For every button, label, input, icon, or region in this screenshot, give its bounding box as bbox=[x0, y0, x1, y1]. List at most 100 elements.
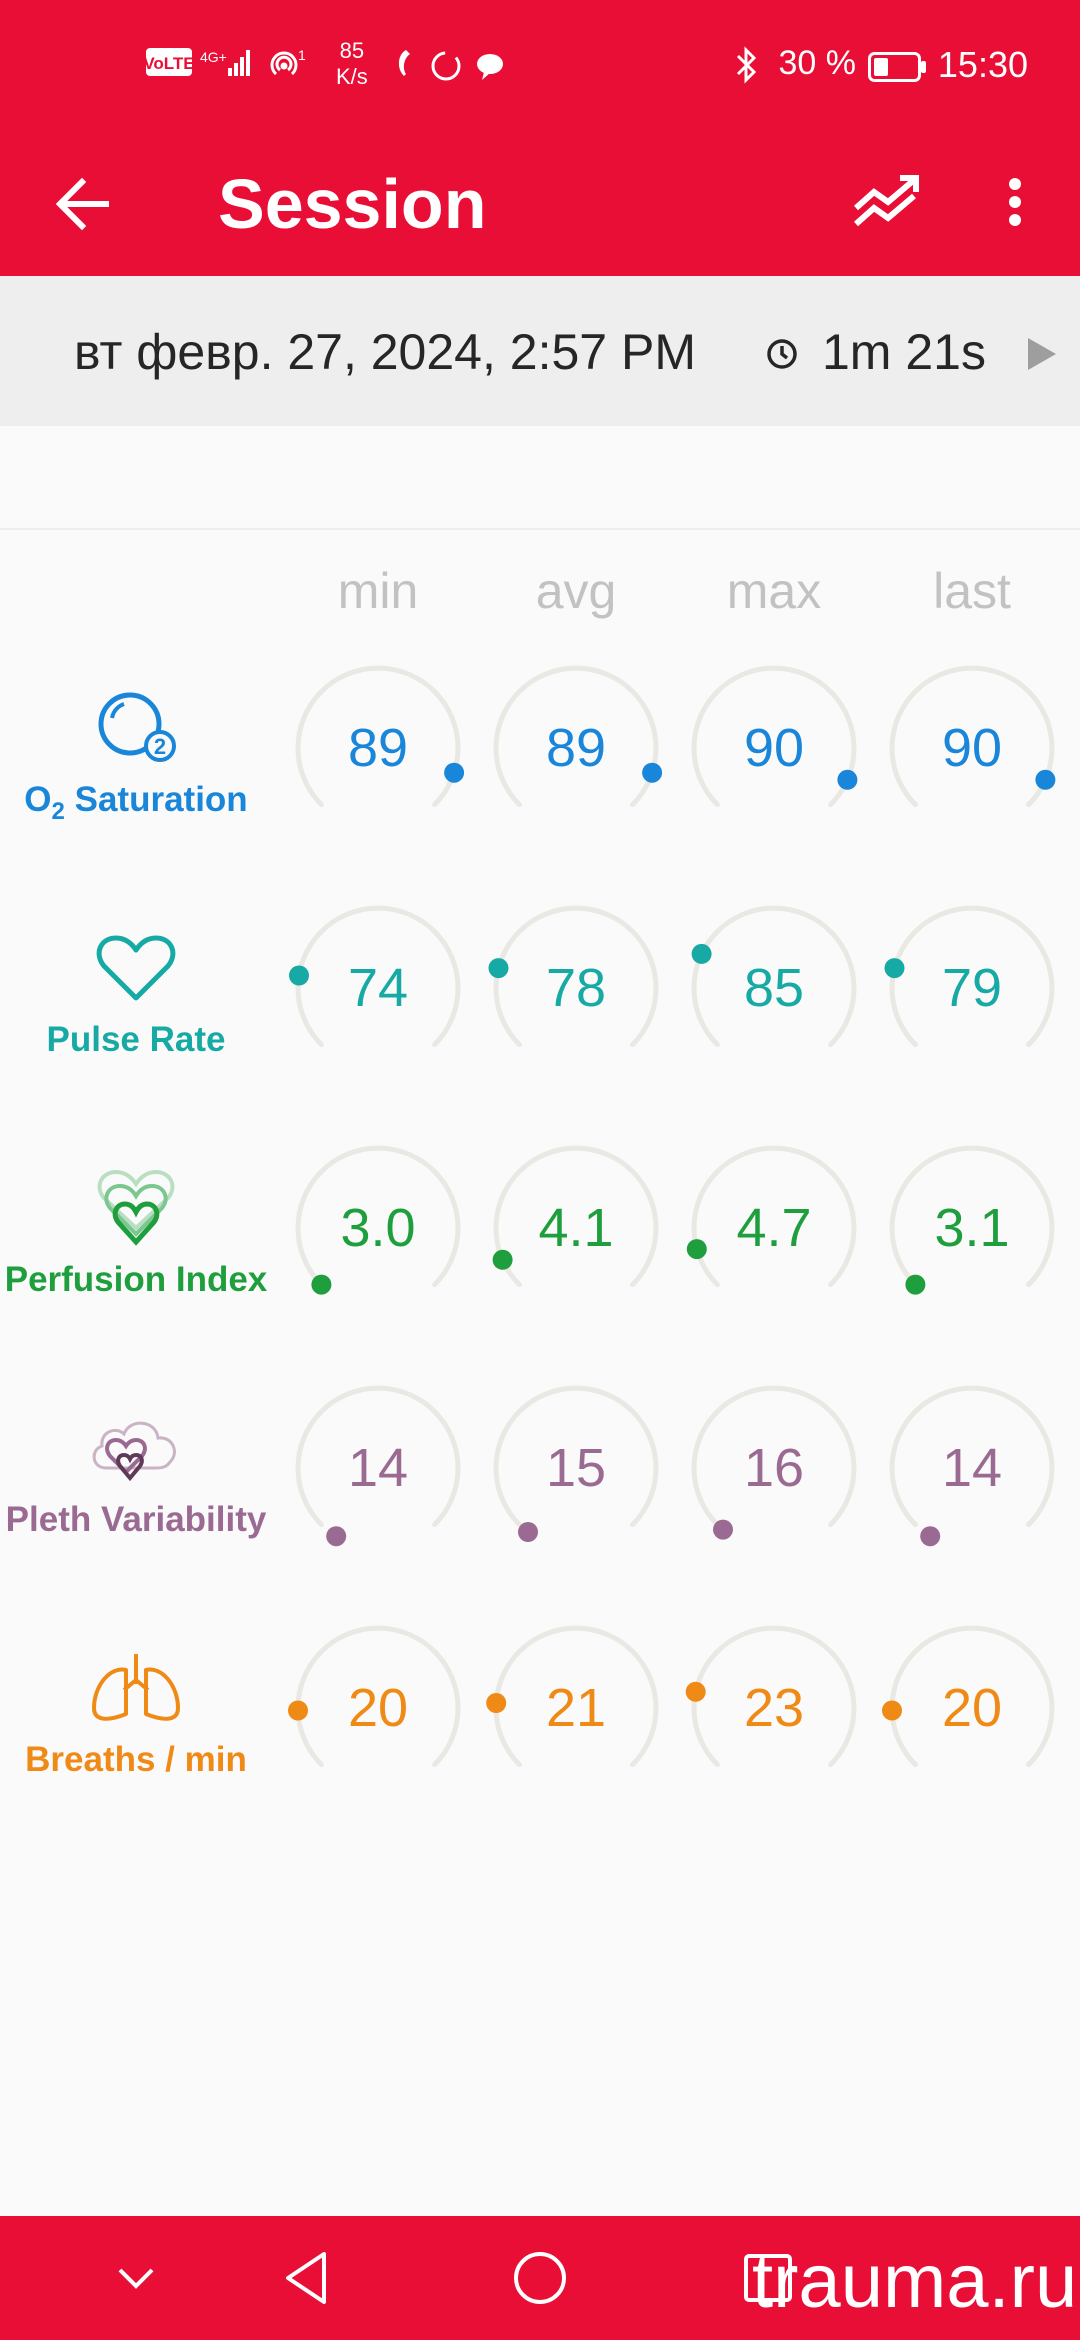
o2-label-main: O bbox=[24, 780, 52, 819]
gauge-arc bbox=[889, 1145, 1055, 1295]
gauge-value: 89 bbox=[545, 718, 607, 778]
hotspot-icon bbox=[270, 51, 298, 76]
gauge-arc bbox=[295, 1145, 461, 1295]
metric-row-o2[interactable]: 2 O2 Saturation 89 89 90 90 bbox=[0, 640, 1080, 880]
column-header-last: last bbox=[933, 563, 1011, 619]
back-button[interactable] bbox=[48, 168, 120, 240]
column-header-avg: avg bbox=[535, 563, 617, 619]
metric-label-pleth: Pleth Variability bbox=[5, 1500, 267, 1539]
gauge-value: 89 bbox=[347, 718, 409, 778]
gauge-pleth-max: 16 bbox=[684, 1378, 864, 1558]
clock-time: 15:30 bbox=[937, 44, 1028, 85]
chat-icon bbox=[477, 54, 503, 80]
nav-recents-button[interactable] bbox=[730, 2240, 806, 2316]
gauge-o2-avg: 89 bbox=[486, 658, 666, 838]
svg-text:2: 2 bbox=[154, 734, 166, 759]
nav-collapse-button[interactable] bbox=[98, 2240, 174, 2316]
layered-hearts-icon bbox=[97, 1169, 175, 1246]
gauge-pulse-avg: 78 bbox=[486, 898, 666, 1078]
metric-row-breaths[interactable]: Breaths / min 20 21 23 20 bbox=[0, 1600, 1080, 1840]
gauge-arc bbox=[492, 1145, 659, 1288]
gauge-value: 16 bbox=[743, 1438, 805, 1498]
gauge-indicator-dot bbox=[289, 965, 309, 986]
gauge-arc bbox=[493, 665, 663, 808]
trend-chart-button[interactable] bbox=[848, 162, 928, 242]
metric-label-pulse: Pulse Rate bbox=[46, 1020, 226, 1059]
gauge-pleth-avg: 15 bbox=[486, 1378, 666, 1558]
gauge-arc bbox=[889, 1385, 1055, 1547]
gauge-track bbox=[493, 665, 659, 808]
trend-chart-icon bbox=[854, 175, 919, 227]
gauge-value: 4.1 bbox=[538, 1198, 614, 1258]
gauge-indicator-dot bbox=[685, 1681, 706, 1702]
gauge-value: 21 bbox=[545, 1678, 607, 1738]
gauge-track bbox=[295, 1145, 461, 1288]
gauge-track bbox=[295, 1385, 461, 1528]
metric-label-perfusion: Perfusion Index bbox=[4, 1260, 268, 1299]
gauge-track bbox=[493, 905, 659, 1048]
gauge-indicator-dot bbox=[1035, 769, 1056, 790]
gauge-indicator-dot bbox=[518, 1522, 538, 1542]
gauge-pleth-last: 14 bbox=[882, 1378, 1062, 1558]
back-arrow-icon bbox=[55, 177, 109, 231]
gauge-perfusion-last: 3.1 bbox=[882, 1138, 1062, 1318]
gauge-indicator-dot bbox=[492, 1249, 513, 1270]
gauge-indicator-dot bbox=[311, 1274, 332, 1295]
gauge-value: 90 bbox=[743, 718, 805, 778]
gauge-indicator-dot bbox=[713, 1519, 733, 1540]
gauge-track bbox=[691, 1625, 857, 1768]
gauge-arc bbox=[686, 1145, 857, 1288]
play-icon[interactable] bbox=[1024, 334, 1060, 374]
gauge-pulse-min: 74 bbox=[288, 898, 468, 1078]
battery-icon bbox=[868, 52, 926, 82]
gauge-o2-min: 89 bbox=[288, 658, 468, 838]
nav-back-button[interactable] bbox=[270, 2240, 346, 2316]
content-separator bbox=[0, 528, 1080, 530]
gauge-value: 3.0 bbox=[340, 1198, 416, 1258]
gauge-arc bbox=[486, 1625, 659, 1768]
gauge-value: 14 bbox=[347, 1438, 409, 1498]
gauge-value: 4.7 bbox=[736, 1198, 812, 1258]
gauge-track bbox=[691, 905, 857, 1048]
gauge-indicator-dot bbox=[691, 943, 712, 964]
gauge-track bbox=[295, 665, 461, 808]
gauge-value: 85 bbox=[743, 958, 805, 1018]
gauge-value: 20 bbox=[941, 1678, 1003, 1738]
column-header-max: max bbox=[726, 563, 822, 619]
gauge-arc bbox=[493, 1385, 659, 1542]
page-title: Session bbox=[218, 165, 487, 243]
net-speed-unit: K/s bbox=[336, 64, 368, 89]
more-options-button[interactable] bbox=[990, 162, 1040, 242]
gauge-indicator-dot bbox=[444, 762, 465, 783]
gauge-value: 90 bbox=[941, 718, 1003, 778]
volte-icon: VoLTE bbox=[143, 48, 195, 76]
cloud-hearts-icon bbox=[92, 1421, 176, 1482]
status-bar: VoLTE 4G+ 1 85 K/s 30 % bbox=[0, 0, 1080, 132]
gauge-value: 15 bbox=[545, 1438, 607, 1498]
gauge-breaths-min: 20 bbox=[288, 1618, 468, 1798]
nav-home-button[interactable] bbox=[502, 2240, 578, 2316]
gauge-value: 14 bbox=[941, 1438, 1003, 1498]
status-left-icons: VoLTE 4G+ 1 bbox=[143, 44, 346, 89]
more-vert-icon bbox=[1009, 178, 1021, 226]
metric-label-breaths: Breaths / min bbox=[25, 1740, 247, 1779]
chevron-down-icon bbox=[118, 2268, 154, 2289]
gauge-arc bbox=[488, 905, 659, 1048]
gauge-track bbox=[295, 905, 461, 1048]
gauge-value: 74 bbox=[347, 958, 409, 1018]
gauge-arc bbox=[884, 905, 1055, 1048]
battery-percent: 30 % bbox=[778, 44, 857, 82]
gauge-track bbox=[889, 1145, 1055, 1288]
gauge-breaths-avg: 21 bbox=[486, 1618, 666, 1798]
metric-row-perfusion[interactable]: Perfusion Index 3.0 4.1 4.7 3.1 bbox=[0, 1120, 1080, 1360]
gauge-perfusion-avg: 4.1 bbox=[486, 1138, 666, 1318]
net-speed-value: 85 bbox=[339, 38, 365, 63]
gauge-track bbox=[889, 1385, 1055, 1528]
metric-row-pleth[interactable]: Pleth Variability 14 15 16 14 bbox=[0, 1360, 1080, 1600]
metric-row-pulse[interactable]: Pulse Rate 74 78 85 79 bbox=[0, 880, 1080, 1120]
gauge-perfusion-max: 4.7 bbox=[684, 1138, 864, 1318]
gauge-track bbox=[691, 1145, 857, 1288]
gauge-pleth-min: 14 bbox=[288, 1378, 468, 1558]
gauge-track bbox=[889, 905, 1055, 1048]
column-header-min: min bbox=[337, 563, 419, 619]
